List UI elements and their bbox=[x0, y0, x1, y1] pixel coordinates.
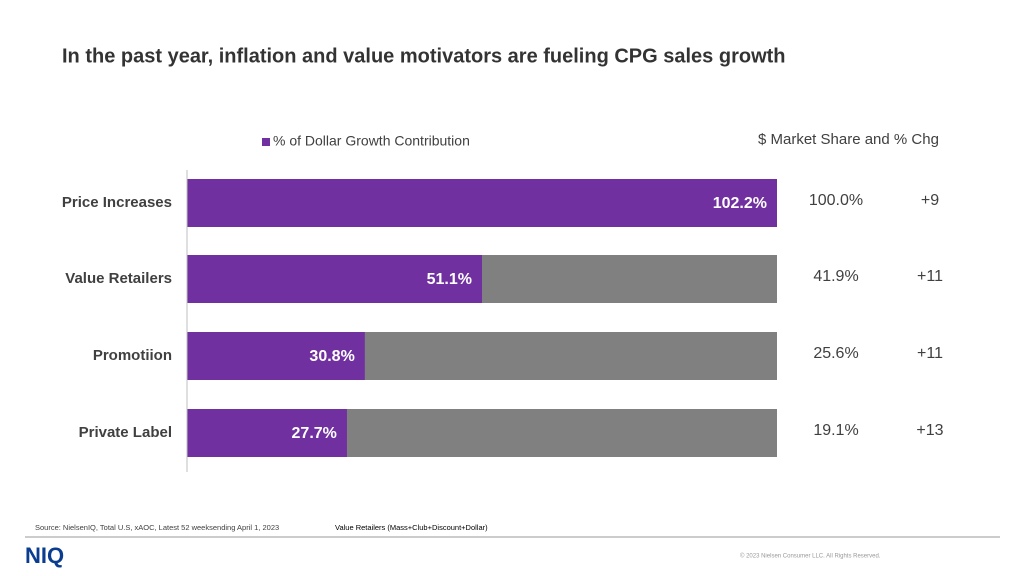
logo: NIQ bbox=[25, 543, 64, 568]
bar bbox=[187, 332, 365, 380]
value-label: 51.1% bbox=[427, 271, 472, 288]
market-share: 25.6% bbox=[813, 345, 858, 362]
bar bbox=[187, 409, 347, 457]
market-share: 41.9% bbox=[813, 268, 858, 285]
market-share: 19.1% bbox=[813, 422, 858, 439]
value-label: 102.2% bbox=[713, 195, 767, 212]
category-label: Private Label bbox=[79, 424, 172, 441]
value-label: 27.7% bbox=[292, 425, 337, 442]
bar bbox=[187, 255, 482, 303]
market-share: 100.0% bbox=[809, 192, 863, 209]
category-label: Value Retailers bbox=[65, 270, 172, 287]
share-change: +11 bbox=[917, 268, 943, 285]
bar bbox=[187, 179, 777, 227]
chart-title: In the past year, inflation and value mo… bbox=[62, 45, 786, 67]
legend-swatch bbox=[262, 138, 270, 146]
value-label: 30.8% bbox=[309, 348, 354, 365]
copyright: © 2023 Nielsen Consumer LLC. All Rights … bbox=[740, 553, 881, 560]
share-change: +9 bbox=[921, 192, 939, 209]
source: Source: NielsenIQ, Total U.S, xAOC, Late… bbox=[35, 523, 279, 532]
share-change: +11 bbox=[917, 345, 943, 362]
note: Value Retailers (Mass+Club+Discount+Doll… bbox=[335, 523, 488, 532]
category-label: Promotiion bbox=[93, 347, 172, 364]
table-header: $ Market Share and % Chg bbox=[758, 131, 939, 148]
share-change: +13 bbox=[916, 422, 943, 439]
legend-label: % of Dollar Growth Contribution bbox=[273, 133, 470, 149]
category-label: Price Increases bbox=[62, 194, 172, 211]
